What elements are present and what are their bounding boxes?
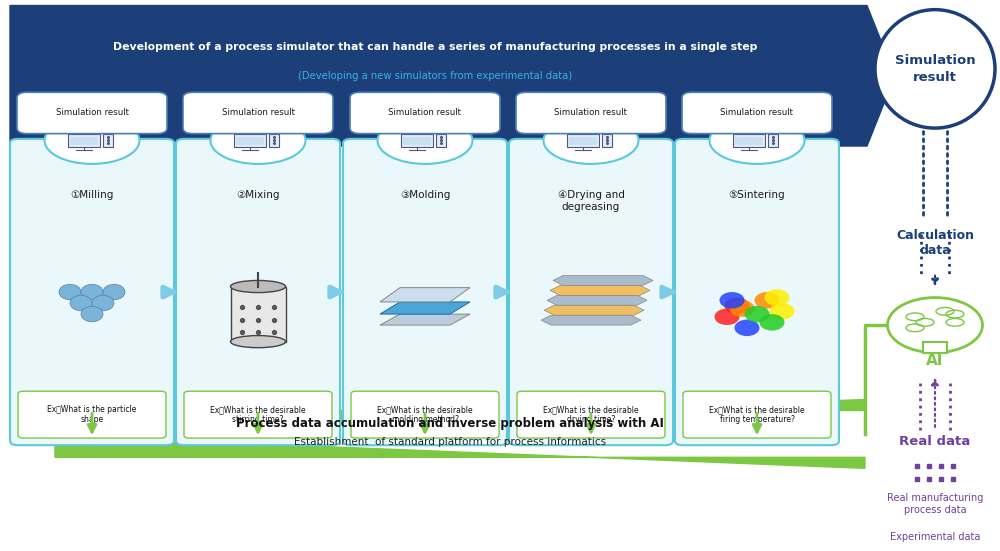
FancyBboxPatch shape	[768, 134, 778, 147]
FancyBboxPatch shape	[517, 391, 665, 438]
Ellipse shape	[765, 289, 790, 306]
Polygon shape	[547, 295, 647, 305]
FancyBboxPatch shape	[230, 287, 286, 342]
Ellipse shape	[544, 117, 639, 164]
Text: ④Drying and
degreasing: ④Drying and degreasing	[558, 190, 624, 212]
Polygon shape	[10, 6, 895, 146]
FancyBboxPatch shape	[176, 139, 340, 445]
FancyBboxPatch shape	[403, 137, 431, 145]
Text: Establishment  of standard platform for process informatics: Establishment of standard platform for p…	[294, 437, 606, 447]
FancyBboxPatch shape	[509, 139, 673, 445]
Ellipse shape	[724, 298, 750, 314]
Text: Ex）What is the desirable
stirring time?: Ex）What is the desirable stirring time?	[210, 405, 306, 424]
FancyBboxPatch shape	[103, 134, 113, 147]
FancyBboxPatch shape	[343, 139, 507, 445]
FancyBboxPatch shape	[234, 134, 266, 147]
Text: Simulation result: Simulation result	[56, 109, 128, 117]
FancyBboxPatch shape	[269, 134, 279, 147]
FancyBboxPatch shape	[516, 93, 666, 133]
Text: Development of a process simulator that can handle a series of manufacturing pro: Development of a process simulator that …	[113, 42, 757, 52]
Ellipse shape	[770, 303, 794, 320]
Ellipse shape	[734, 320, 760, 336]
Text: Experimental data: Experimental data	[890, 532, 980, 542]
FancyBboxPatch shape	[436, 134, 446, 147]
Text: ⑤Sintering: ⑤Sintering	[729, 190, 785, 200]
Text: Ex）What is the desirable
drying time?: Ex）What is the desirable drying time?	[543, 405, 639, 424]
FancyBboxPatch shape	[68, 134, 100, 147]
FancyBboxPatch shape	[350, 93, 500, 133]
Ellipse shape	[70, 295, 92, 311]
Text: ③Molding: ③Molding	[400, 190, 450, 200]
Text: ①Milling: ①Milling	[70, 190, 114, 200]
Polygon shape	[550, 285, 650, 295]
Ellipse shape	[888, 298, 982, 353]
Text: Real manufacturing
process data: Real manufacturing process data	[887, 493, 983, 515]
Ellipse shape	[875, 10, 995, 128]
Ellipse shape	[714, 309, 740, 325]
Ellipse shape	[59, 284, 81, 300]
Ellipse shape	[230, 336, 286, 348]
FancyBboxPatch shape	[682, 93, 832, 133]
Polygon shape	[380, 288, 470, 302]
Text: (Developing a new simulators from experimental data): (Developing a new simulators from experi…	[298, 71, 572, 81]
Text: Process data accumulation and inverse problem analysis with AI: Process data accumulation and inverse pr…	[236, 418, 664, 430]
Ellipse shape	[720, 292, 744, 309]
FancyBboxPatch shape	[401, 134, 433, 147]
FancyBboxPatch shape	[183, 93, 333, 133]
Ellipse shape	[710, 117, 804, 164]
Ellipse shape	[103, 284, 125, 300]
Polygon shape	[544, 305, 644, 315]
FancyBboxPatch shape	[683, 391, 831, 438]
Text: Real data: Real data	[899, 435, 971, 449]
Text: Ex）What is the particle
shape: Ex）What is the particle shape	[47, 405, 137, 424]
FancyBboxPatch shape	[567, 134, 599, 147]
FancyBboxPatch shape	[602, 134, 612, 147]
Ellipse shape	[230, 280, 286, 293]
Text: Ex）What is the desirable
firing temperature?: Ex）What is the desirable firing temperat…	[709, 405, 805, 424]
Ellipse shape	[378, 117, 473, 164]
Text: Simulation result: Simulation result	[554, 109, 628, 117]
Ellipse shape	[760, 314, 784, 331]
Polygon shape	[380, 302, 470, 314]
Polygon shape	[553, 276, 653, 285]
Polygon shape	[380, 314, 470, 325]
Ellipse shape	[92, 295, 114, 311]
Ellipse shape	[744, 306, 770, 322]
Text: Ex）What is the desirable
molding method?: Ex）What is the desirable molding method?	[377, 405, 473, 424]
Text: Simulation result: Simulation result	[222, 109, 294, 117]
FancyBboxPatch shape	[733, 134, 765, 147]
FancyBboxPatch shape	[70, 137, 98, 145]
Polygon shape	[541, 315, 641, 325]
Text: Calculation
data: Calculation data	[896, 229, 974, 257]
Ellipse shape	[210, 117, 306, 164]
FancyBboxPatch shape	[923, 342, 947, 353]
FancyBboxPatch shape	[184, 391, 332, 438]
Text: Simulation
result: Simulation result	[895, 54, 975, 84]
Ellipse shape	[81, 306, 103, 322]
Ellipse shape	[730, 300, 755, 317]
FancyBboxPatch shape	[236, 137, 264, 145]
FancyBboxPatch shape	[351, 391, 499, 438]
FancyBboxPatch shape	[569, 137, 597, 145]
Text: AI: AI	[926, 353, 944, 368]
FancyBboxPatch shape	[17, 93, 167, 133]
Ellipse shape	[81, 284, 103, 300]
Text: Simulation result: Simulation result	[720, 109, 794, 117]
FancyBboxPatch shape	[675, 139, 839, 445]
FancyBboxPatch shape	[10, 139, 174, 445]
Ellipse shape	[44, 117, 140, 164]
Text: ②Mixing: ②Mixing	[236, 190, 280, 200]
FancyBboxPatch shape	[735, 137, 763, 145]
Ellipse shape	[755, 292, 780, 309]
Text: Simulation result: Simulation result	[388, 109, 462, 117]
Polygon shape	[10, 399, 865, 468]
FancyBboxPatch shape	[18, 391, 166, 438]
